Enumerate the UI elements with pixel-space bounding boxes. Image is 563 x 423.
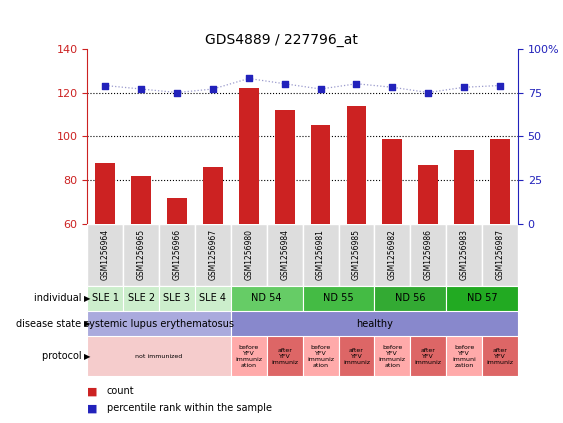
Bar [267,336,303,376]
Bar [303,286,374,311]
Point [172,89,181,96]
Bar [338,336,374,376]
Bar [446,224,482,286]
Bar [418,165,438,224]
Text: count: count [107,386,135,396]
Point [208,85,217,92]
Point [495,82,504,89]
Text: after
YFV
immuniz: after YFV immuniz [343,348,370,365]
Bar [87,336,231,376]
Bar [454,150,474,224]
Text: not immunized: not immunized [136,354,182,359]
Text: GSM1256982: GSM1256982 [388,229,397,280]
Point [388,84,397,91]
Text: GSM1256983: GSM1256983 [459,229,468,280]
Text: GSM1256987: GSM1256987 [495,229,504,280]
Text: ▶: ▶ [84,294,91,303]
Text: SLE 2: SLE 2 [128,293,155,303]
Bar [338,224,374,286]
Text: before
YFV
immuni
zation: before YFV immuni zation [452,345,476,368]
Bar [231,224,267,286]
Text: healthy: healthy [356,319,393,329]
Point [244,75,253,82]
Text: before
YFV
immuniz
ation: before YFV immuniz ation [379,345,406,368]
Bar [275,110,294,224]
Bar [159,224,195,286]
Bar [87,286,123,311]
Bar [410,224,446,286]
Text: individual: individual [34,293,84,303]
Point [101,82,110,89]
Bar [123,286,159,311]
Point [137,85,146,92]
Text: ND 54: ND 54 [252,293,282,303]
Text: GSM1256966: GSM1256966 [172,229,181,280]
Bar [446,286,518,311]
Bar [95,163,115,224]
Bar [195,286,231,311]
Text: ▶: ▶ [84,352,91,361]
Text: ND 56: ND 56 [395,293,426,303]
Bar [374,224,410,286]
Text: protocol: protocol [42,352,84,361]
Text: GSM1256981: GSM1256981 [316,229,325,280]
Point [352,80,361,87]
Text: GSM1256984: GSM1256984 [280,229,289,280]
Bar [123,224,159,286]
Bar [231,311,518,336]
Text: GSM1256986: GSM1256986 [424,229,433,280]
Bar [303,336,338,376]
Bar [490,139,510,224]
Text: before
YFV
immuniz
ation: before YFV immuniz ation [235,345,262,368]
Text: GSM1256964: GSM1256964 [101,229,110,280]
Bar [482,224,518,286]
Bar [482,336,518,376]
Text: GSM1256980: GSM1256980 [244,229,253,280]
Bar [347,106,367,224]
Text: systemic lupus erythematosus: systemic lupus erythematosus [84,319,234,329]
Bar [231,286,303,311]
Bar [195,224,231,286]
Text: after
YFV
immuniz: after YFV immuniz [415,348,442,365]
Text: after
YFV
immuniz: after YFV immuniz [486,348,513,365]
Bar [87,311,231,336]
Text: ND 55: ND 55 [323,293,354,303]
Bar [239,88,258,224]
Text: GSM1256967: GSM1256967 [208,229,217,280]
Bar [410,336,446,376]
Text: SLE 4: SLE 4 [199,293,226,303]
Bar [374,286,446,311]
Text: before
YFV
immuniz
ation: before YFV immuniz ation [307,345,334,368]
Text: SLE 3: SLE 3 [163,293,190,303]
Bar [311,126,330,224]
Text: GDS4889 / 227796_at: GDS4889 / 227796_at [205,33,358,47]
Text: GSM1256965: GSM1256965 [137,229,146,280]
Point [316,85,325,92]
Point [280,80,289,87]
Bar [203,167,223,224]
Text: disease state: disease state [16,319,84,329]
Bar [267,224,303,286]
Text: GSM1256985: GSM1256985 [352,229,361,280]
Bar [446,336,482,376]
Bar [374,336,410,376]
Text: ▶: ▶ [84,319,91,328]
Bar [131,176,151,224]
Point [424,89,433,96]
Bar [303,224,338,286]
Point [459,84,468,91]
Bar [231,336,267,376]
Text: after
YFV
immuniz: after YFV immuniz [271,348,298,365]
Text: SLE 1: SLE 1 [92,293,119,303]
Bar [87,224,123,286]
Text: percentile rank within the sample: percentile rank within the sample [107,403,272,413]
Bar [382,139,402,224]
Text: ND 57: ND 57 [467,293,497,303]
Text: ■: ■ [87,403,98,413]
Bar [159,286,195,311]
Text: ■: ■ [87,386,98,396]
Bar [167,198,187,224]
